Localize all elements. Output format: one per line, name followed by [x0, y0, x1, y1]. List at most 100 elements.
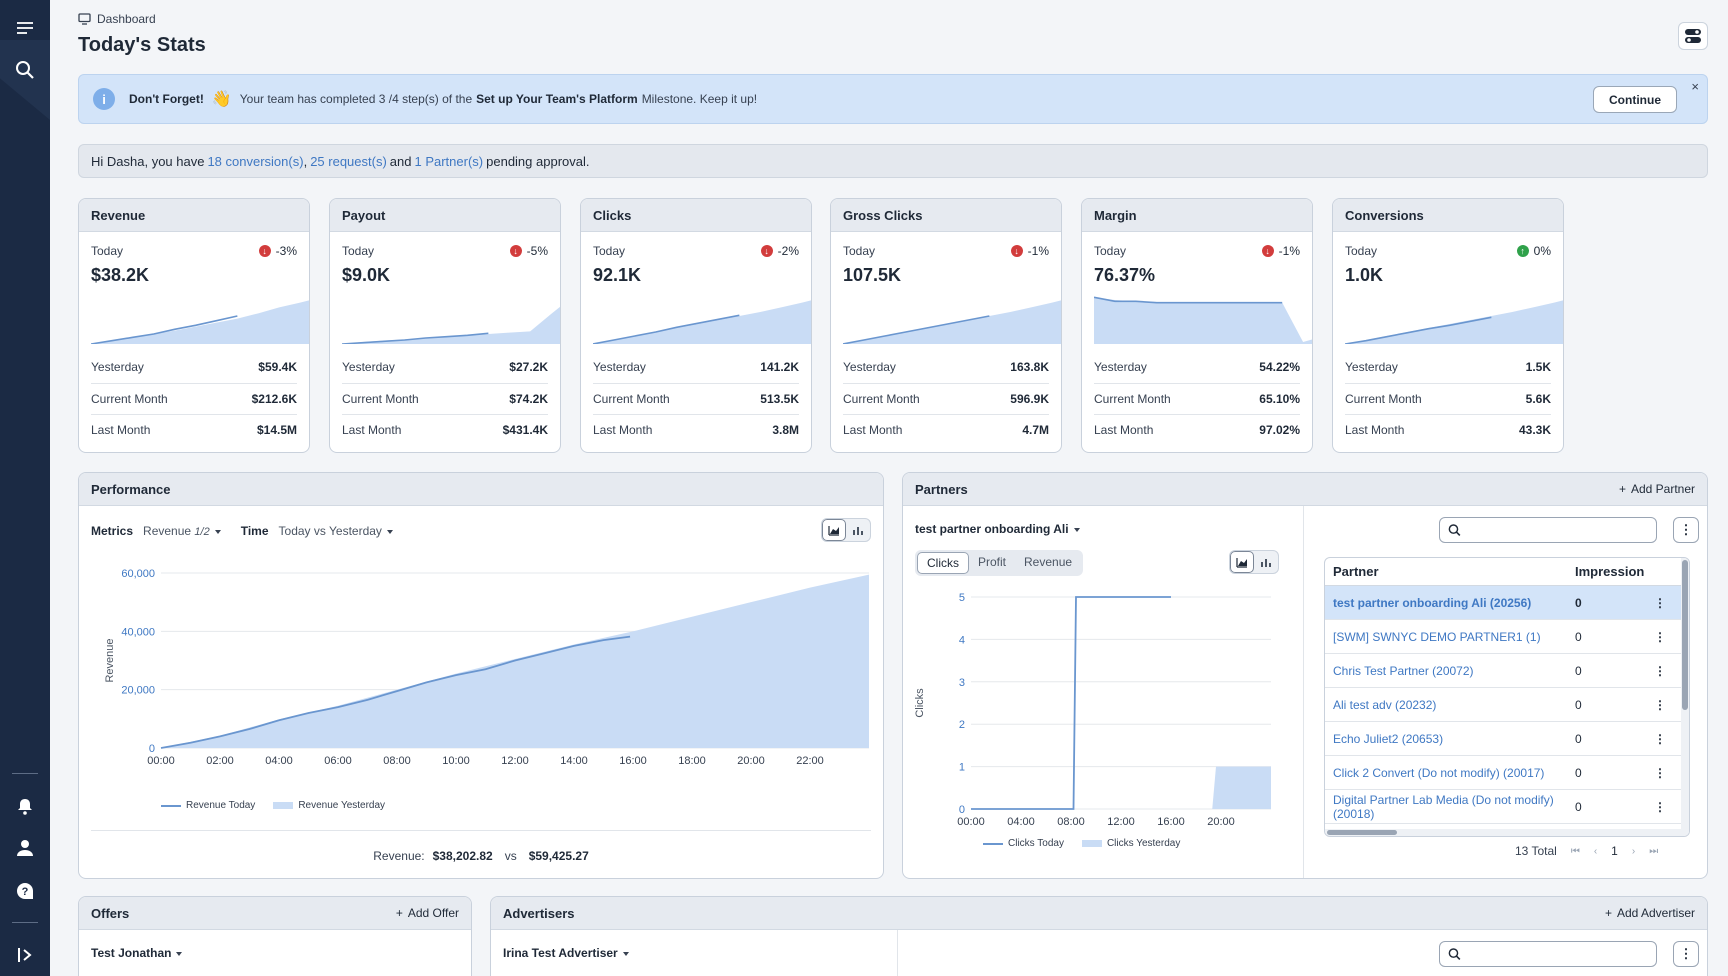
vertical-scrollbar[interactable] [1681, 558, 1689, 836]
partners-title: Partners [915, 481, 968, 497]
row-actions-icon[interactable]: ⋮ [1654, 799, 1666, 814]
partner-name-link[interactable]: Ali test adv (20232) [1333, 697, 1437, 712]
chevron-down-icon [176, 951, 183, 956]
legend-item[interactable]: Clicks Today [983, 838, 1064, 849]
partner-name-link[interactable]: test partner onboarding Ali (20256) [1333, 595, 1532, 610]
stat-card-conversions[interactable]: Conversions Today ↑ 0% 1.0K Yesterday 1.5K… [1332, 198, 1564, 453]
bar-chart-icon[interactable] [846, 519, 870, 541]
arrow-down-icon: ↓ [258, 245, 271, 257]
table-row[interactable]: Click 2 Convert (Do not modify) (20017) 0… [1325, 756, 1689, 790]
partner-name-link[interactable]: [SWM] SWNYC DEMO PARTNER1 (1) [1333, 629, 1541, 644]
nav-divider [12, 922, 38, 923]
bar-chart-icon[interactable] [1254, 551, 1278, 573]
current-page[interactable]: 1 [1611, 844, 1618, 858]
arrow-down-icon: ↓ [1261, 245, 1274, 257]
partner-search-input[interactable] [1466, 523, 1656, 537]
monitor-icon [78, 13, 91, 25]
tab-clicks[interactable]: Clicks [917, 552, 969, 574]
layout-toggle-button[interactable] [1678, 22, 1708, 50]
chart-type-toggle [1229, 550, 1279, 574]
menu-icon[interactable] [10, 14, 40, 44]
metrics-dropdown[interactable]: Revenue 1/2 [143, 524, 221, 538]
partner-name-link[interactable]: Chris Test Partner (20072) [1333, 663, 1474, 678]
close-icon[interactable]: × [1691, 79, 1699, 94]
offers-title: Offers [91, 905, 130, 921]
help-icon[interactable]: ? [10, 876, 40, 906]
continue-button[interactable]: Continue [1593, 86, 1677, 113]
column-header[interactable]: Partner [1333, 564, 1379, 579]
legend-item[interactable]: Revenue Today [161, 800, 255, 811]
add-offer-button[interactable]: + Add Offer [396, 906, 459, 920]
more-options-icon[interactable]: ⋮ [1673, 517, 1699, 543]
table-row[interactable]: [SWM] SWNYC DEMO PARTNER1 (1) 0 ⋮ [1325, 620, 1689, 654]
sparkline [1345, 300, 1563, 344]
partner-name-link[interactable]: Echo Juliet2 (20653) [1333, 731, 1444, 746]
row-actions-icon[interactable]: ⋮ [1654, 765, 1666, 780]
prev-page-icon[interactable]: ‹ [1593, 845, 1598, 857]
stat-card-margin[interactable]: Margin Today ↓ -1% 76.37% Yesterday 54.22%… [1081, 198, 1313, 453]
next-page-icon[interactable]: › [1631, 845, 1636, 857]
partner-name-link[interactable]: Click 2 Convert (Do not modify) (20017) [1333, 765, 1545, 780]
advertiser-search-input[interactable] [1466, 947, 1656, 961]
plus-icon: + [1604, 906, 1612, 920]
partners-link[interactable]: 1 Partner(s) [414, 153, 484, 169]
table-row[interactable]: test partner onboarding Ali (20256) 0 ⋮ [1325, 586, 1689, 620]
tab-profit[interactable]: Profit [978, 555, 1007, 569]
partner-name-link[interactable]: Digital Partner Lab Media (Do not modify… [1333, 792, 1554, 821]
time-dropdown[interactable]: Today vs Yesterday [279, 524, 393, 538]
row-actions-icon[interactable]: ⋮ [1654, 731, 1666, 746]
more-options-icon[interactable]: ⋮ [1673, 941, 1699, 967]
table-row[interactable]: Chris Test Partner (20072) 0 ⋮ [1325, 654, 1689, 688]
requests-link[interactable]: 25 request(s) [310, 153, 387, 169]
alert-text: Your team has completed 3 /4 step(s) of … [239, 92, 473, 106]
impressions-cell: 0 [1575, 799, 1582, 814]
user-icon[interactable] [10, 833, 40, 863]
add-partner-label: Add Partner [1630, 482, 1695, 496]
table-row[interactable]: Echo Juliet2 (20653) 0 ⋮ [1325, 722, 1689, 756]
row-actions-icon[interactable]: ⋮ [1654, 663, 1666, 678]
last-page-icon[interactable]: ⏭ [1649, 845, 1659, 857]
horizontal-scrollbar[interactable] [1325, 829, 1689, 836]
area-chart-icon[interactable] [1230, 551, 1254, 573]
row-actions-icon[interactable]: ⋮ [1654, 697, 1666, 712]
stat-period-label: Today [593, 244, 626, 258]
table-row[interactable]: Digital Partner Lab Media (Do not modify… [1325, 790, 1689, 824]
expand-icon[interactable] [10, 940, 40, 970]
legend-item[interactable]: Clicks Yesterday [1081, 838, 1181, 849]
advertiser-select[interactable]: Irina Test Advertiser [503, 946, 629, 960]
bell-icon[interactable] [10, 791, 40, 821]
column-header[interactable]: Impression [1575, 564, 1645, 579]
stat-card-clicks[interactable]: Clicks Today ↓ -2% 92.1K Yesterday 141.2K … [580, 198, 812, 453]
tab-revenue[interactable]: Revenue [1024, 555, 1073, 569]
x-tick-label: 12:00 [1107, 816, 1135, 828]
row-actions-icon[interactable]: ⋮ [1654, 629, 1666, 644]
impressions-cell: 0 [1575, 731, 1582, 746]
stat-period-label: Today [91, 244, 124, 258]
stat-card-revenue[interactable]: Revenue Today ↓ -3% $38.2K Yesterday $59.4… [78, 198, 310, 453]
y-tick-label: 0 [959, 804, 965, 816]
add-partner-button[interactable]: + Add Partner [1619, 482, 1695, 496]
delta-value: -1% [1027, 244, 1049, 258]
legend-item[interactable]: Revenue Yesterday [273, 800, 385, 811]
legend-label: Clicks Yesterday [1106, 838, 1181, 849]
stat-card-gross-clicks[interactable]: Gross Clicks Today ↓ -1% 107.5K Yesterday… [830, 198, 1062, 453]
search-icon[interactable] [10, 55, 40, 85]
breadcrumb-item[interactable]: Dashboard [97, 12, 156, 26]
row-label: Yesterday [342, 360, 395, 374]
legend-swatch [273, 802, 294, 809]
stat-period-label: Today [342, 244, 375, 258]
main-content: Dashboard Today's Stats i Don't Forget! … [78, 0, 1708, 976]
stat-card-payout[interactable]: Payout Today ↓ -5% $9.0K Yesterday $27.2K … [329, 198, 561, 453]
performance-card: Performance Metrics Revenue 1/2 Time Tod… [78, 472, 884, 879]
offer-select[interactable]: Test Jonathan [91, 946, 183, 960]
partner-select[interactable]: test partner onboarding Ali [915, 522, 1080, 536]
first-page-icon[interactable]: ⏮ [1570, 845, 1580, 857]
conversions-link[interactable]: 18 conversion(s) [207, 153, 304, 169]
sparkline-today-line [342, 332, 489, 344]
row-value: $431.4K [502, 422, 548, 437]
table-row[interactable]: Ali test adv (20232) 0 ⋮ [1325, 688, 1689, 722]
x-tick-label: 06:00 [324, 755, 352, 767]
area-chart-icon[interactable] [822, 519, 846, 541]
row-actions-icon[interactable]: ⋮ [1654, 595, 1666, 610]
add-advertiser-button[interactable]: + Add Advertiser [1605, 906, 1695, 920]
